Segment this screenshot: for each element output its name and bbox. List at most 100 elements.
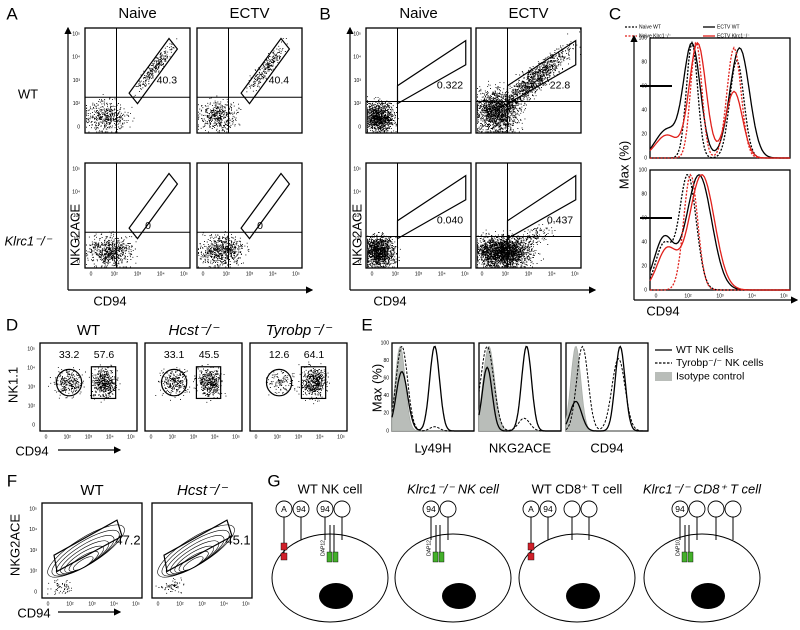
gate-value: 33.1 [164,349,185,361]
gate [240,37,291,105]
cell-body [643,533,761,623]
histogram-curve [649,174,790,291]
x-tick-label: 10⁴ [110,601,118,607]
nucleus [319,583,353,609]
adaptor-label: DAP12 [320,540,326,556]
gate [90,366,117,400]
gate-value: 64.1 [304,349,325,361]
y-tick-label: 10³ [354,78,362,84]
gate [300,366,327,400]
histogram-curve [649,174,790,291]
axis-label: NK1.1 [5,367,20,403]
x-tick-label: 10⁴ [316,434,324,440]
receptor-label: 94 [296,504,306,514]
x-tick-label: 10⁴ [269,271,277,277]
event-dots [198,37,288,133]
x-tick-label: 10⁵ [127,434,135,440]
adaptor-label: DAP10 [675,540,681,556]
receptor-head [688,500,706,518]
histogram-curve [649,174,790,291]
plot-frame [475,162,582,269]
x-tick-label: 10³ [134,271,142,277]
gate [195,366,222,400]
plot-frame [475,27,582,134]
plot-frame [144,342,243,432]
gate-value: 40.4 [269,74,290,86]
receptor-head [563,500,581,518]
gate-value: 0 [257,220,263,232]
panel-letter: B [319,4,330,23]
y-tick-label: 10³ [73,78,81,84]
x-tick-label: 10³ [415,271,423,277]
histogram-curve [565,345,648,432]
x-tick-label: 10³ [295,434,303,440]
gate-value: 0.322 [437,80,463,92]
x-tick-label: 10³ [246,271,254,277]
receptor-head [580,500,598,518]
gate-value: 22.8 [550,80,571,92]
panel-letter: E [361,315,372,334]
contour [55,535,115,576]
gate-value: 0.040 [437,215,463,227]
histogram-curve [649,41,790,159]
gate-value: 45.5 [199,349,220,361]
event-dots [266,361,330,405]
legend-label: ECTV Klrc1⁻/⁻ [717,33,750,39]
receptor-head [707,500,725,518]
axis-label: NKG2ACE [67,204,82,266]
y-tick-label: 20 [641,263,647,269]
panel-letter: C [609,4,621,23]
y-tick-label: 60 [641,215,647,221]
y-tick-label: 0 [34,589,37,595]
y-tick-label: 10² [28,403,36,409]
y-tick-label: 60 [383,376,389,382]
legend-label: Naive WT [639,24,661,30]
gate [53,519,123,573]
y-tick-label: 10⁵ [29,506,37,512]
column-title: ECTV [229,5,269,22]
gate-value: 40.3 [157,74,178,86]
column-title: Tyrobp⁻/⁻ [266,322,333,339]
column-title: Naive [399,5,437,22]
receptor-label: A [281,504,287,514]
event-dots [367,231,401,268]
x-tick-label: 10³ [88,601,96,607]
legend-label: ECTV WT [717,24,740,30]
event-dots [367,96,399,133]
gate [396,39,467,105]
y-tick-label: 0 [77,124,80,130]
gate-value: 0.437 [547,215,573,227]
x-tick-label: 0 [255,434,258,440]
cell-body [518,533,636,623]
y-tick-label: 40 [383,393,389,399]
receptor-label: 94 [543,504,553,514]
column-title: WT [80,482,103,499]
x-tick-label: 0 [45,434,48,440]
column-title: WT [77,322,100,339]
y-tick-label: 10³ [28,384,36,390]
gate [160,368,188,397]
gate [265,368,293,397]
x-tick-label: 10² [392,271,400,277]
nucleus [442,583,476,609]
histogram-curve [391,345,474,432]
adaptor [432,551,439,563]
x-tick-label: 10² [64,434,72,440]
y-tick-label: 80 [641,59,647,65]
y-tick-label: 10² [354,236,362,242]
y-tick-label: 10⁴ [72,55,80,61]
axis-label: NKG2ACE [489,440,551,455]
x-tick-label: 10⁵ [242,601,250,607]
x-tick-label: 10⁴ [748,293,756,299]
gate-value: 45.1 [225,532,250,547]
itim [280,542,288,551]
plot-frame [249,342,348,432]
column-title: Naive [118,5,156,22]
contour [165,535,225,576]
x-tick-label: 10³ [716,293,724,299]
y-tick-label: 100 [381,340,390,346]
y-tick-label: 10⁴ [29,527,37,533]
cell-title: Klrc1⁻/⁻ NK cell [407,481,500,496]
plot-frame [84,27,191,134]
y-tick-label: 10⁴ [353,190,361,196]
